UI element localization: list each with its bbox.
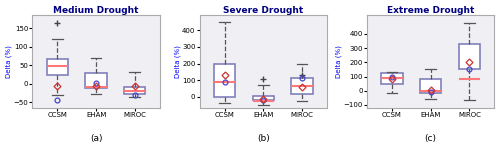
PathPatch shape — [214, 64, 236, 97]
PathPatch shape — [86, 73, 106, 88]
Title: Extreme Drought: Extreme Drought — [387, 6, 474, 15]
PathPatch shape — [47, 59, 68, 75]
PathPatch shape — [382, 73, 402, 84]
Text: (b): (b) — [257, 134, 270, 143]
PathPatch shape — [253, 96, 274, 100]
Y-axis label: Delta (%): Delta (%) — [6, 45, 12, 78]
Y-axis label: Delta (%): Delta (%) — [336, 45, 342, 78]
Title: Medium Drought: Medium Drought — [54, 6, 139, 15]
Title: Severe Drought: Severe Drought — [224, 6, 304, 15]
Y-axis label: Delta (%): Delta (%) — [174, 45, 180, 78]
PathPatch shape — [420, 79, 442, 93]
PathPatch shape — [124, 87, 146, 94]
Text: (a): (a) — [90, 134, 102, 143]
PathPatch shape — [292, 78, 312, 94]
Text: (c): (c) — [424, 134, 436, 143]
PathPatch shape — [458, 44, 480, 69]
